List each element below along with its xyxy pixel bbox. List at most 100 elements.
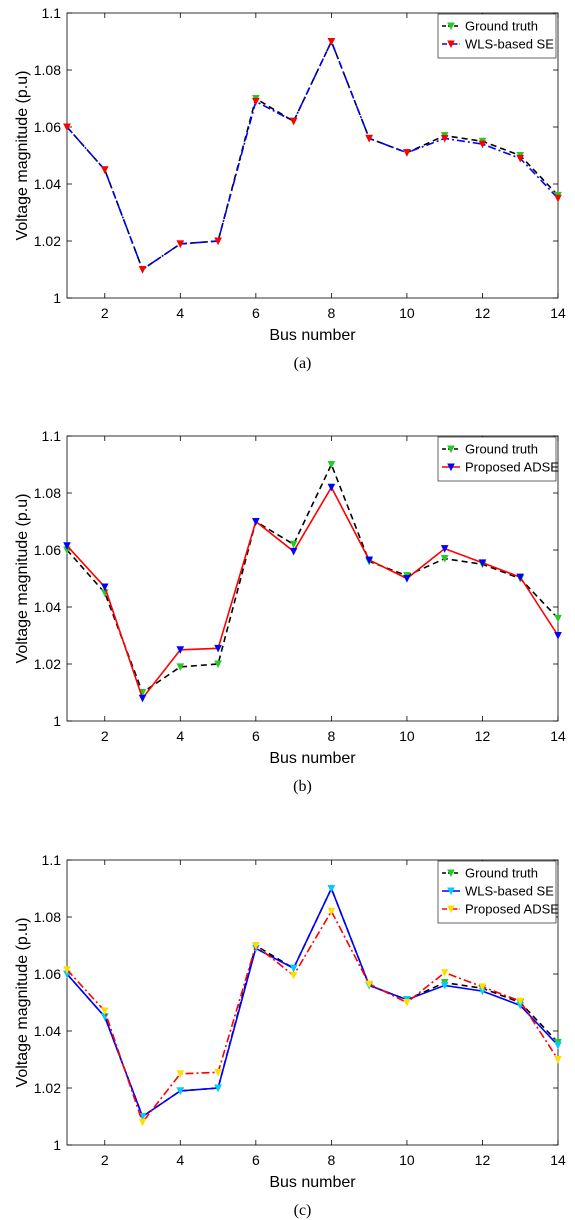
legend-label: WLS-based SE xyxy=(465,37,554,52)
legend-marker xyxy=(447,40,455,49)
data-point xyxy=(478,983,487,991)
x-tick-label: 12 xyxy=(475,728,491,744)
x-tick-label: 4 xyxy=(176,1152,184,1168)
chart-3: 2 4 6 8 10 12 14 1 1.02 1.04 1.06 1.08 1.1 Bus number… xyxy=(14,852,566,1219)
legend-marker xyxy=(447,22,455,31)
legend-label: Ground truth xyxy=(465,442,538,457)
y-tick-label: 1.08 xyxy=(34,909,61,925)
data-point xyxy=(214,1084,222,1093)
y-tick-label: 1 xyxy=(53,1137,61,1153)
legend-marker xyxy=(447,463,455,472)
x-axis-label: Bus number xyxy=(269,1174,356,1191)
legend-marker xyxy=(447,887,455,896)
x-tick-label: 2 xyxy=(101,305,109,321)
series-line-2 xyxy=(66,485,559,700)
data-point xyxy=(252,97,260,106)
y-tick-label: 1.1 xyxy=(42,428,62,444)
x-tick-label: 10 xyxy=(399,728,415,744)
legend: Ground truth WLS-based SE xyxy=(437,13,557,59)
data-point xyxy=(138,266,147,274)
plot-area xyxy=(66,435,559,722)
data-point xyxy=(138,1118,147,1127)
y-tick-label: 1.04 xyxy=(34,599,61,615)
data-point xyxy=(214,660,222,669)
data-point xyxy=(327,907,336,916)
data-point xyxy=(289,971,298,980)
data-point xyxy=(365,556,373,565)
y-tick-label: 1.1 xyxy=(42,5,62,21)
data-point xyxy=(478,559,487,567)
data-point xyxy=(440,981,449,990)
data-point xyxy=(176,663,185,671)
y-tick-label: 1.06 xyxy=(34,119,61,135)
x-tick-label: 6 xyxy=(252,728,260,744)
data-point xyxy=(554,632,562,640)
data-point xyxy=(63,542,71,550)
y-tick-label: 1 xyxy=(53,290,61,306)
x-tick-label: 2 xyxy=(101,1152,109,1168)
y-tick-label: 1.02 xyxy=(34,233,61,249)
y-axis-label: Voltage magnitude (p.u) xyxy=(14,918,31,1088)
data-point xyxy=(100,166,109,174)
data-point xyxy=(100,1007,109,1016)
data-point xyxy=(289,964,298,973)
x-tick-label: 12 xyxy=(475,1152,491,1168)
legend-label: WLS-based SE xyxy=(465,884,554,899)
data-point xyxy=(289,117,298,126)
y-axis-label: Voltage magnitude (p.u) xyxy=(14,494,31,664)
data-point xyxy=(554,1056,562,1064)
data-point xyxy=(554,1041,562,1050)
data-point xyxy=(176,646,185,654)
data-point xyxy=(214,644,222,653)
x-tick-label: 12 xyxy=(475,305,491,321)
legend-box xyxy=(437,860,557,924)
y-tick-label: 1.08 xyxy=(34,485,61,501)
data-point xyxy=(516,573,525,582)
data-point xyxy=(554,194,562,203)
data-point xyxy=(252,942,260,950)
subfigure-caption: (b) xyxy=(293,778,312,795)
y-tick-label: 1.06 xyxy=(34,542,61,558)
data-point xyxy=(138,694,147,703)
y-tick-label: 1.08 xyxy=(34,62,61,78)
x-tick-label: 8 xyxy=(327,1152,335,1168)
legend: Ground truth WLS-based SE Proposed ADSE xyxy=(437,860,559,924)
data-point xyxy=(440,545,449,553)
x-tick-label: 6 xyxy=(252,305,260,321)
y-tick-label: 1.06 xyxy=(34,966,61,982)
series-line-2 xyxy=(66,886,559,1118)
series-line-1 xyxy=(66,462,559,694)
x-tick-label: 4 xyxy=(176,305,184,321)
data-point xyxy=(289,547,298,556)
y-tick-label: 1.02 xyxy=(34,656,61,672)
data-point xyxy=(176,1070,185,1078)
subfigure-caption: (c) xyxy=(294,1202,312,1219)
legend-box xyxy=(437,13,557,59)
legend-label: Proposed ADSE xyxy=(465,460,559,475)
data-point xyxy=(63,123,71,132)
legend-marker xyxy=(447,445,455,454)
legend-label: Ground truth xyxy=(465,866,538,881)
subfigure-caption: (a) xyxy=(294,355,312,372)
data-point xyxy=(365,134,373,143)
y-tick-label: 1 xyxy=(53,713,61,729)
x-tick-label: 4 xyxy=(176,728,184,744)
x-tick-label: 8 xyxy=(327,305,335,321)
x-tick-label: 14 xyxy=(550,1152,566,1168)
series-line-3 xyxy=(66,909,559,1124)
y-tick-label: 1.04 xyxy=(34,1023,61,1039)
data-point xyxy=(440,134,449,143)
y-axis-label: Voltage magnitude (p.u) xyxy=(14,71,31,241)
data-point xyxy=(100,583,109,592)
x-axis-label: Bus number xyxy=(269,327,356,344)
legend-marker xyxy=(447,905,455,914)
data-point xyxy=(214,237,222,246)
data-point xyxy=(176,1087,185,1095)
legend-label: Proposed ADSE xyxy=(465,902,559,917)
x-tick-label: 2 xyxy=(101,728,109,744)
x-tick-label: 10 xyxy=(399,1152,415,1168)
chart-1: 2 4 6 8 10 12 14 1 1.02 1.04 1.06 1.08 1.1 Bus number… xyxy=(14,5,566,372)
data-point xyxy=(252,518,260,526)
data-point xyxy=(403,575,411,583)
